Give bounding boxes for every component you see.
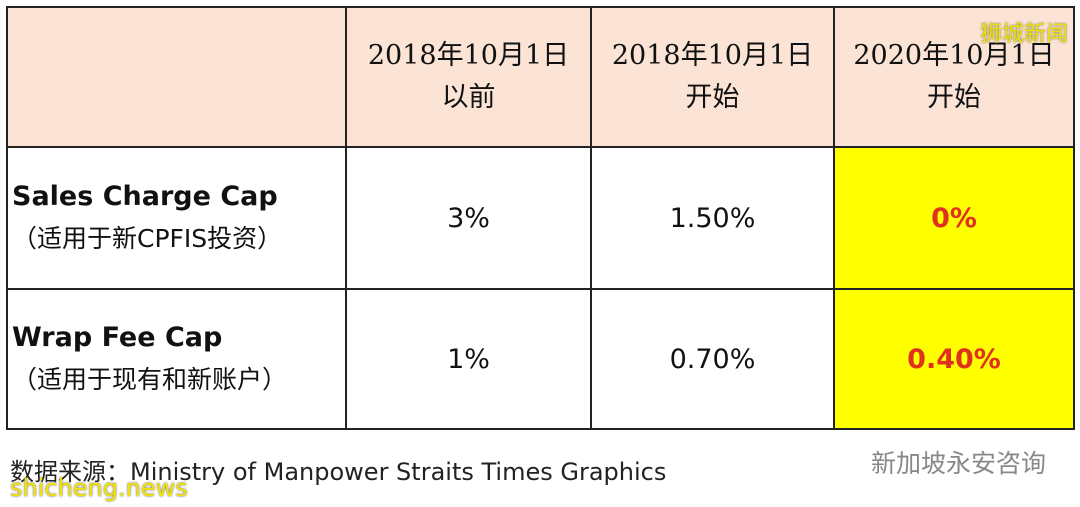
watermark: 狮城新闻 — [979, 22, 1068, 47]
cell-text: 1% — [447, 343, 490, 375]
cell-text: 0.70% — [669, 343, 756, 375]
header-line: 2018年10月1日 — [367, 40, 570, 71]
row-name: Sales Charge Cap — [12, 181, 278, 212]
header-line: 2020年10月1日 — [853, 40, 1055, 71]
watermark: 新加坡永安咨询 — [870, 449, 1046, 478]
header-line: 开始 — [927, 82, 981, 113]
highlight-cell: 0.40% — [833, 288, 1075, 430]
cell-text: 1.50% — [669, 202, 756, 234]
cell: 3% — [345, 146, 592, 290]
row-header: Wrap Fee Cap （适用于现有和新账户） — [6, 288, 347, 430]
watermark: shicheng.news — [10, 474, 188, 502]
cell-text: 3% — [447, 202, 490, 234]
header-line: 以前 — [441, 82, 496, 113]
header-cell: 2018年10月1日 开始 — [590, 6, 835, 148]
source-note: 数据来源：Ministry of Manpower Straits Times … — [10, 458, 667, 486]
cell-text: 0% — [931, 202, 977, 234]
row-header: Sales Charge Cap （适用于新CPFIS投资） — [6, 146, 347, 290]
header-line: 开始 — [685, 82, 740, 113]
header-line: 2018年10月1日 — [611, 40, 814, 71]
header-cell: 2018年10月1日 以前 — [345, 6, 592, 148]
cell: 1.50% — [590, 146, 835, 290]
highlight-cell: 0% — [833, 146, 1075, 290]
cell: 0.70% — [590, 288, 835, 430]
row-name: Wrap Fee Cap — [12, 322, 223, 353]
header-corner — [6, 6, 347, 148]
cell: 1% — [345, 288, 592, 430]
row-note: （适用于现有和新账户） — [12, 365, 288, 394]
row-note: （适用于新CPFIS投资） — [12, 224, 283, 253]
cell-text: 0.40% — [907, 343, 1001, 375]
